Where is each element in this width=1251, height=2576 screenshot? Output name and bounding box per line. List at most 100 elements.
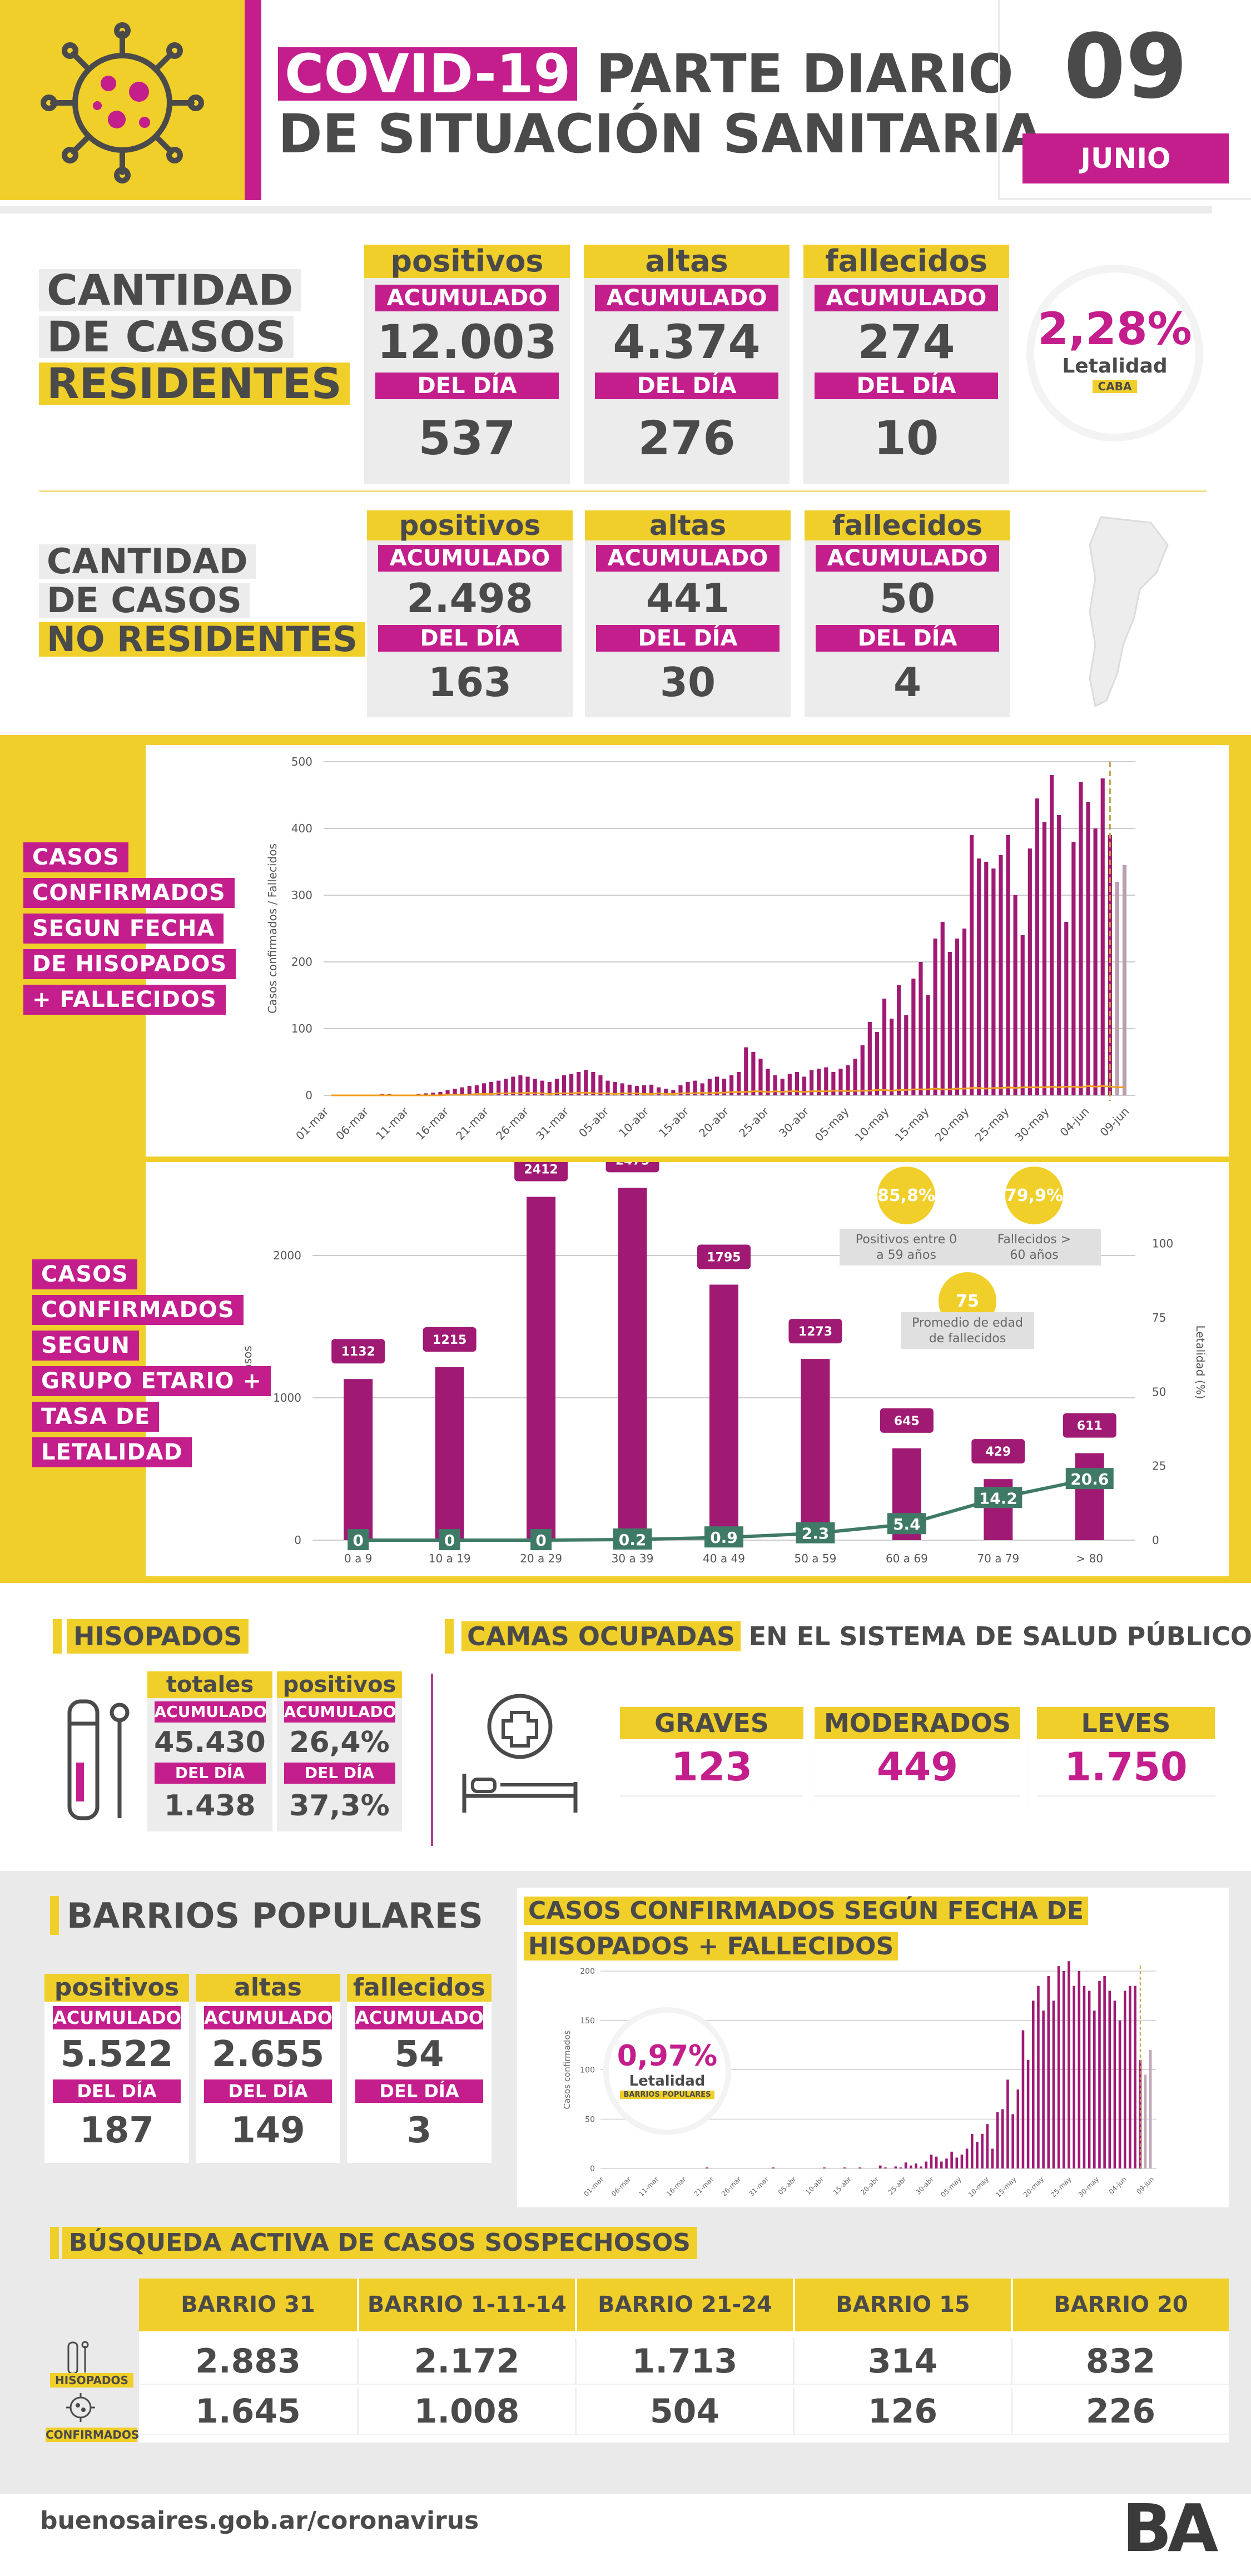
case-bar: [795, 1072, 800, 1095]
barrio-case-bar: [858, 2167, 861, 2168]
x-tick-label: 20 a 29: [520, 1552, 562, 1565]
acc-label: ACUMULADO: [284, 1701, 396, 1723]
header-accent-bar: [245, 0, 261, 200]
barrio-case-bar: [930, 2155, 933, 2168]
barrios-chart-title-1: CASOS CONFIRMADOS SEGÚN FECHA DE: [524, 1897, 1088, 1925]
camas-value: 1.750: [1037, 1739, 1215, 1797]
col-head: fallecidos: [805, 510, 1010, 540]
x-tick-label: 15-abr: [656, 1104, 692, 1140]
case-bar: [707, 1079, 712, 1095]
barrio-case-bar: [1037, 1986, 1040, 2168]
day-label: DEL DÍA: [154, 1763, 266, 1784]
case-bar: [926, 995, 930, 1095]
header-logo-panel: [0, 0, 245, 200]
col-head: altas: [584, 245, 790, 278]
case-bar: [1122, 865, 1127, 1095]
acc-label: ACUMULADO: [816, 545, 999, 572]
case-bar: [700, 1083, 704, 1095]
x-tick-label: 30-may: [1077, 2175, 1100, 2198]
case-bar: [1057, 815, 1061, 1095]
barrio-cell: 126: [793, 2388, 1011, 2435]
residentes-fallecidos: fallecidos ACUMULADO 274 DEL DÍA 10: [803, 245, 1009, 484]
barrio-case-bar: [1032, 2001, 1035, 2168]
case-bar: [664, 1089, 668, 1095]
barrio-case-bar: [1134, 1986, 1136, 2168]
letalidad-point-label: 5.4: [893, 1515, 921, 1533]
barrios-letalidad-sub: BARRIOS POPULARES: [620, 2091, 714, 2099]
barrio-column-header: BARRIO 1-11-14: [357, 2279, 575, 2331]
barrio-case-bar: [884, 2167, 887, 2168]
y2-tick-label: 100: [1152, 1237, 1173, 1250]
acc-value: 274: [857, 315, 955, 369]
barrio-case-bar: [991, 2148, 994, 2168]
case-bar: [766, 1069, 770, 1095]
case-bar: [977, 858, 981, 1095]
y-tick-label: 0: [294, 1533, 301, 1547]
x-tick-label: 20-abr: [859, 2175, 880, 2196]
hisopados-positivos: positivos ACUMULADO 26,4% DEL DÍA 37,3%: [277, 1671, 402, 1832]
case-bar: [598, 1075, 603, 1095]
case-bar: [1093, 828, 1098, 1095]
y-tick-label: 150: [580, 2017, 595, 2026]
day-label: DEL DÍA: [204, 2079, 332, 2103]
barrios-title: BARRIOS POPULARES: [67, 1895, 483, 1936]
case-bar: [634, 1086, 639, 1095]
note-box: [901, 1312, 1034, 1349]
x-tick-label: 30-abr: [914, 2175, 935, 2196]
camas-bullet: [445, 1619, 454, 1654]
barrio-case-bar: [1129, 1986, 1131, 2168]
bar-value-label: 2412: [524, 1163, 558, 1177]
day-label: DEL DÍA: [378, 625, 562, 652]
case-bar: [802, 1076, 807, 1095]
case-bar: [875, 1032, 880, 1095]
case-bar: [744, 1047, 748, 1095]
deaths-line: [331, 1085, 1125, 1096]
case-bar: [584, 1070, 588, 1095]
acc-value: 441: [646, 575, 730, 622]
barrio-case-bar: [920, 2166, 922, 2168]
header-title: COVID-19 PARTE DIARIO DE SITUACIÓN SANIT…: [278, 47, 1043, 161]
letalidad-point-label: 0: [535, 1531, 546, 1550]
barrio-cell: 1.008: [357, 2388, 575, 2435]
barrio-cell: 226: [1011, 2388, 1229, 2435]
barrio-case-bar: [1057, 1966, 1060, 2168]
footer: [0, 2494, 1251, 2576]
case-bar: [642, 1085, 647, 1095]
bar-value-label: 1273: [798, 1325, 832, 1339]
x-tick-label: 16-mar: [413, 1104, 451, 1143]
barrio-case-bar: [910, 2165, 912, 2168]
x-tick-label: 09-jun: [1135, 2175, 1155, 2196]
camas-moderados: MODERADOS 449: [815, 1707, 1020, 1797]
case-bar: [940, 922, 945, 1095]
barrio-case-bar: [945, 2158, 948, 2168]
x-tick-label: 10-may: [967, 2175, 990, 2198]
x-tick-label: 06-mar: [610, 2175, 633, 2198]
swab-tube-icon: [67, 1699, 130, 1820]
y-tick-label: 1000: [273, 1391, 301, 1404]
barrio-case-bar: [772, 2167, 775, 2168]
chart2-label-line: LETALIDAD: [32, 1437, 192, 1467]
hospital-bed-icon: [462, 1694, 578, 1813]
barrio-case-bar: [1118, 2020, 1121, 2168]
x-tick-label: 04-jun: [1058, 1105, 1092, 1139]
bar-value-label: 645: [894, 1414, 920, 1428]
x-tick-label: 05-abr: [576, 1104, 612, 1140]
barrio-case-bar: [1047, 1976, 1050, 2168]
case-bar: [591, 1072, 595, 1095]
note-text: Fallecidos >: [997, 1233, 1071, 1247]
barrio-case-bar: [1073, 1986, 1075, 2168]
day-value: 1.438: [164, 1789, 256, 1823]
footer-url[interactable]: buenosaires.gob.ar/coronavirus: [40, 2506, 479, 2535]
case-bar: [1006, 835, 1010, 1095]
barrio-case-bar: [1108, 1991, 1111, 2168]
barrio-case-bar: [1103, 1976, 1106, 2168]
letalidad-point-label: 0.9: [710, 1528, 738, 1547]
chart2-label-line: CONFIRMADOS: [32, 1295, 244, 1325]
barrio-column-header: BARRIO 15: [793, 2279, 1011, 2331]
camas-label: MODERADOS: [815, 1707, 1020, 1739]
case-bar: [460, 1087, 464, 1095]
case-bar: [984, 862, 989, 1095]
age-bar: [344, 1379, 373, 1540]
x-tick-label: > 80: [1076, 1552, 1103, 1565]
